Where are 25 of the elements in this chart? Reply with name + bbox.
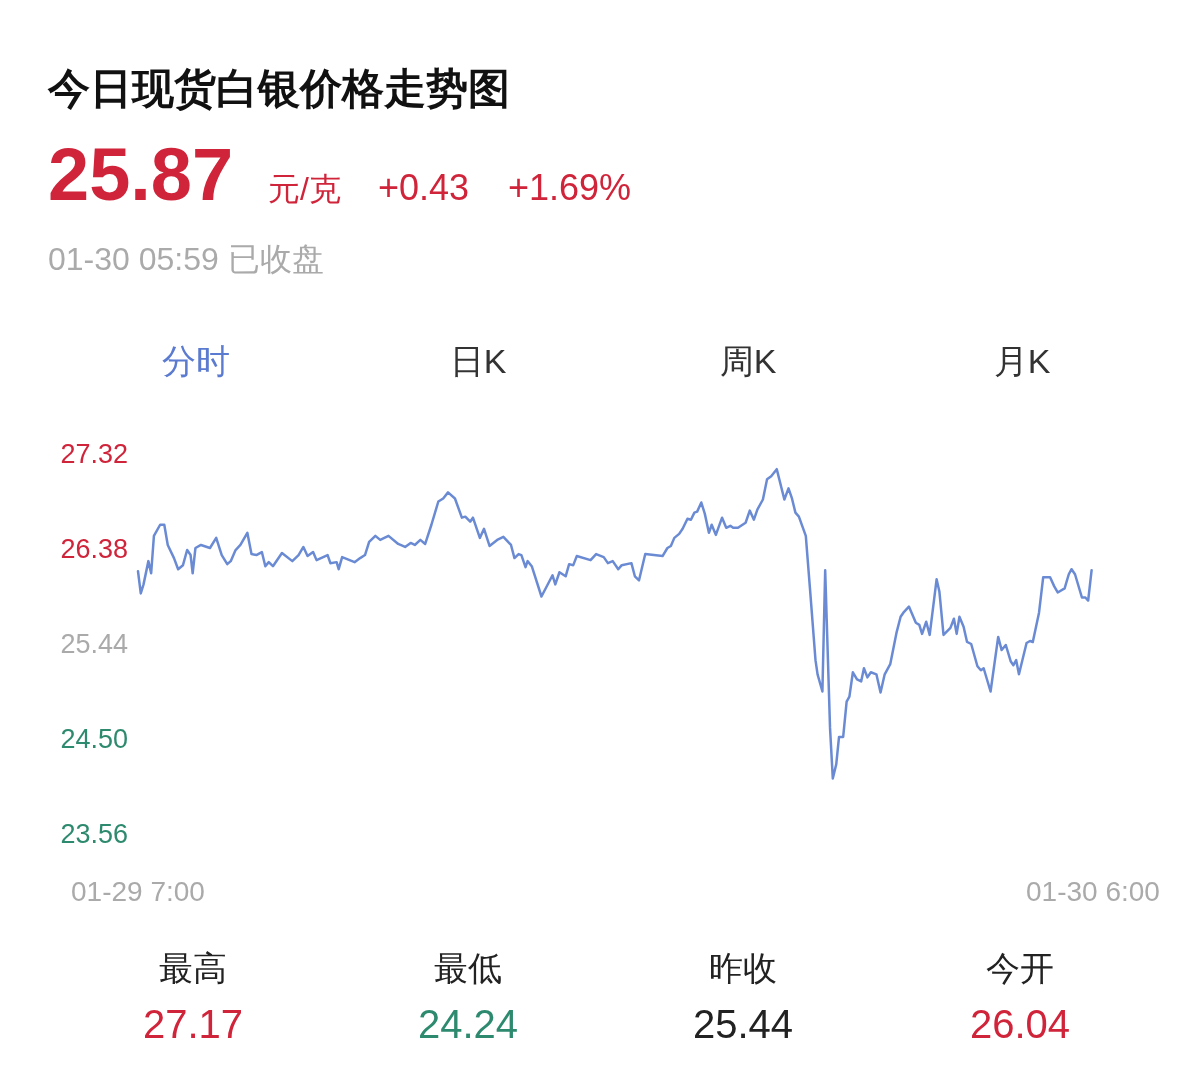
text: 元/克 bbox=[268, 171, 341, 207]
text: 25.44 bbox=[692, 1002, 794, 1046]
x-tick-label: 01-30 6:00 bbox=[1026, 876, 1160, 907]
text: 27.17 bbox=[142, 1002, 244, 1046]
text: +1.69% bbox=[508, 167, 632, 208]
text: +0.43 bbox=[378, 167, 470, 208]
text: 最低 bbox=[434, 949, 502, 987]
text: 26.04 bbox=[969, 1002, 1071, 1046]
y-tick-label: 25.44 bbox=[60, 629, 128, 660]
text: 月K bbox=[993, 342, 1051, 380]
text: 最高 bbox=[159, 949, 227, 987]
y-tick-label: 27.32 bbox=[60, 439, 128, 470]
text: 周K bbox=[719, 342, 777, 380]
y-tick-label: 24.50 bbox=[60, 724, 128, 755]
y-tick-label: 26.38 bbox=[60, 534, 128, 565]
text: 01-30 05:59 已收盘 bbox=[48, 241, 324, 277]
text: 24.24 bbox=[417, 1002, 519, 1046]
chart-title: 今日现货白银价格走势图 bbox=[47, 65, 510, 112]
text: 分时 bbox=[162, 342, 230, 380]
y-tick-label: 23.56 bbox=[60, 819, 128, 850]
text: 今开 bbox=[986, 949, 1054, 987]
x-tick-label: 01-29 7:00 bbox=[71, 876, 205, 907]
text: 25.87 bbox=[48, 133, 234, 216]
text: 日K bbox=[449, 342, 507, 380]
text: 昨收 bbox=[709, 949, 777, 987]
